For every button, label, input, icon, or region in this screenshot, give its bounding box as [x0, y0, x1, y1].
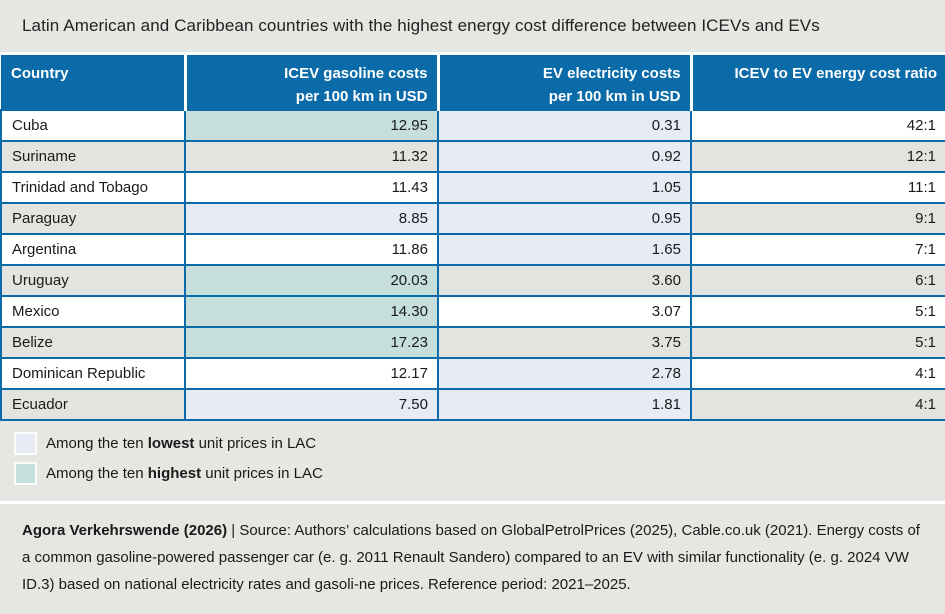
cell-ev-cost: 1.81 — [437, 388, 692, 421]
cell-icev-cost: 20.03 — [184, 264, 439, 297]
footer: Agora Verkehrswende (2026) | Source: Aut… — [0, 504, 945, 614]
cell-ratio: 7:1 — [690, 233, 945, 266]
cell-ev-cost: 0.95 — [437, 202, 692, 235]
cell-icev-cost: 14.30 — [184, 295, 439, 328]
table-row: Paraguay 8.85 0.95 9:1 — [0, 202, 945, 235]
table-row: Ecuador 7.50 1.81 4:1 — [0, 388, 945, 421]
table-row: Belize 17.23 3.75 5:1 — [0, 326, 945, 359]
title-band: Latin American and Caribbean countries w… — [0, 0, 945, 52]
cell-country: Cuba — [0, 109, 186, 142]
cell-country: Suriname — [0, 140, 186, 173]
table-row: Suriname 11.32 0.92 12:1 — [0, 140, 945, 173]
legend-label-lowest: Among the ten lowest unit prices in LAC — [46, 435, 317, 452]
cell-ratio: 9:1 — [690, 202, 945, 235]
column-header-country: Country — [1, 55, 185, 110]
source-note: Agora Verkehrswende (2026) | Source: Aut… — [22, 517, 921, 598]
cell-ev-cost: 3.07 — [437, 295, 692, 328]
legend-item-highest: Among the ten highest unit prices in LAC — [14, 461, 945, 486]
header-icev-line2: per 100 km in USD — [295, 88, 428, 105]
table-row: Uruguay 20.03 3.60 6:1 — [0, 264, 945, 297]
table-body: Cuba 12.95 0.31 42:1 Suriname 11.32 0.92 12:1 Tr… — [0, 109, 945, 421]
cell-ev-cost: 1.65 — [437, 233, 692, 266]
cell-ratio: 42:1 — [690, 109, 945, 142]
cell-country: Trinidad and Tobago — [0, 171, 186, 204]
cell-ev-cost: 0.92 — [437, 140, 692, 173]
cell-icev-cost: 12.17 — [184, 357, 439, 390]
source-publisher: Agora Verkehrswende (2026) — [22, 522, 228, 539]
cell-icev-cost: 8.85 — [184, 202, 439, 235]
cell-ev-cost: 1.05 — [437, 171, 692, 204]
table-row: Argentina 11.86 1.65 7:1 — [0, 233, 945, 266]
table-header: Country ICEV gasoline costs per 100 km in… — [1, 55, 945, 110]
legend-item-lowest: Among the ten lowest unit prices in LAC — [14, 431, 945, 456]
cell-ratio: 11:1 — [690, 171, 945, 204]
cell-ratio: 12:1 — [690, 140, 945, 173]
cell-ev-cost: 3.60 — [437, 264, 692, 297]
cell-ratio: 5:1 — [690, 295, 945, 328]
cell-ratio: 5:1 — [690, 326, 945, 359]
cell-icev-cost: 11.86 — [184, 233, 439, 266]
lowest-price-swatch-icon — [14, 432, 37, 455]
cell-country: Uruguay — [0, 264, 186, 297]
energy-cost-table: Country ICEV gasoline costs per 100 km in… — [0, 55, 945, 421]
legend-label-highest: Among the ten highest unit prices in LAC — [46, 465, 323, 482]
cell-ratio: 4:1 — [690, 388, 945, 421]
cell-country: Dominican Republic — [0, 357, 186, 390]
cell-icev-cost: 12.95 — [184, 109, 439, 142]
page-title: Latin American and Caribbean countries w… — [22, 16, 820, 35]
cell-ev-cost: 0.31 — [437, 109, 692, 142]
table-row: Dominican Republic 12.17 2.78 4:1 — [0, 357, 945, 390]
cell-icev-cost: 7.50 — [184, 388, 439, 421]
header-ev-line1: EV electricity costs — [542, 65, 681, 82]
table-row: Mexico 14.30 3.07 5:1 — [0, 295, 945, 328]
column-header-ev-cost: EV electricity costs per 100 km in USD — [436, 55, 691, 110]
highest-price-swatch-icon — [14, 462, 37, 485]
header-ev-line2: per 100 km in USD — [548, 88, 681, 105]
column-header-ratio: ICEV to EV energy cost ratio — [689, 55, 945, 110]
cell-ratio: 6:1 — [690, 264, 945, 297]
cell-icev-cost: 11.32 — [184, 140, 439, 173]
cell-ev-cost: 3.75 — [437, 326, 692, 359]
cell-icev-cost: 11.43 — [184, 171, 439, 204]
cell-country: Paraguay — [0, 202, 186, 235]
cell-country: Ecuador — [0, 388, 186, 421]
header-icev-line1: ICEV gasoline costs — [284, 65, 428, 82]
cell-country: Argentina — [0, 233, 186, 266]
cell-ratio: 4:1 — [690, 357, 945, 390]
table-row: Trinidad and Tobago 11.43 1.05 11:1 — [0, 171, 945, 204]
cell-icev-cost: 17.23 — [184, 326, 439, 359]
cell-country: Belize — [0, 326, 186, 359]
divider — [0, 501, 945, 504]
cell-ev-cost: 2.78 — [437, 357, 692, 390]
source-details: | Source: Authors’ calculations based on… — [22, 522, 920, 593]
header-row: Country ICEV gasoline costs per 100 km in… — [1, 55, 945, 110]
column-header-icev-cost: ICEV gasoline costs per 100 km in USD — [183, 55, 438, 110]
header-ratio-label: ICEV to EV energy cost ratio — [734, 65, 937, 82]
legend: Among the ten lowest unit prices in LAC … — [0, 421, 945, 501]
cell-country: Mexico — [0, 295, 186, 328]
table-row: Cuba 12.95 0.31 42:1 — [0, 109, 945, 142]
header-country-label: Country — [11, 65, 69, 82]
